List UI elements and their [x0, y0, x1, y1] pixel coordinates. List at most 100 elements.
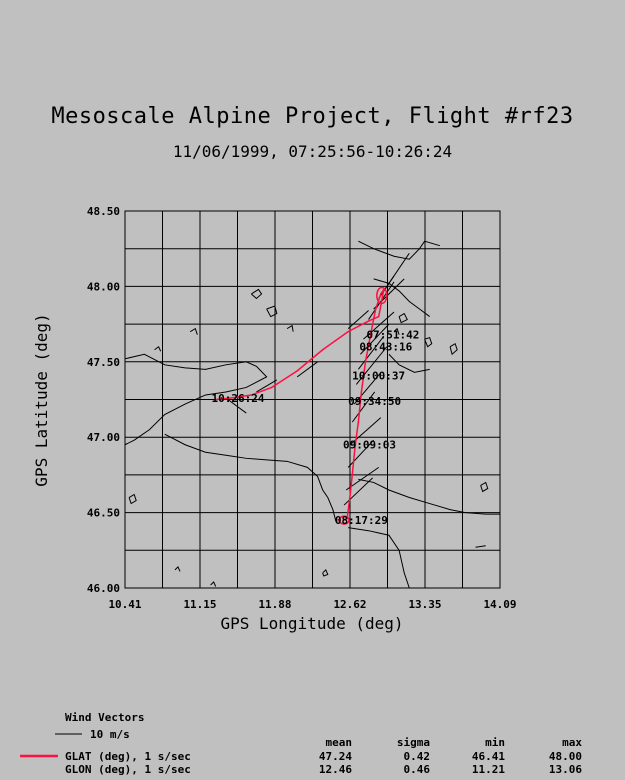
- x-tick-label: 11.15: [183, 598, 216, 611]
- track-point: [367, 320, 370, 322]
- legend-series-label: GLON (deg), 1 s/sec: [65, 763, 191, 776]
- wind-scale-label: 10 m/s: [90, 728, 130, 741]
- track-point: [357, 421, 360, 423]
- time-label: 10:00:37: [352, 369, 405, 382]
- track-layer: [214, 286, 388, 525]
- stats-value: 11.21: [472, 763, 505, 776]
- x-tick-label: 14.09: [483, 598, 516, 611]
- coastline-layer: [125, 240, 500, 588]
- time-label: 09:09:03: [343, 439, 396, 452]
- y-tick-label: 46.00: [87, 582, 120, 595]
- stats-table: mean sigma min max GLAT (deg), 1 s/sec 47.24 0…: [20, 736, 582, 776]
- time-label: 08:17:29: [335, 514, 388, 527]
- coastline: [358, 240, 441, 260]
- stats-header: mean: [326, 736, 353, 749]
- wind-vector: [225, 397, 247, 414]
- track-point: [369, 333, 372, 336]
- track-point: [377, 315, 380, 318]
- y-tick-label: 46.50: [87, 507, 120, 520]
- track-point: [360, 391, 363, 393]
- stats-value: 0.42: [404, 750, 431, 763]
- track-point: [374, 308, 377, 310]
- y-tick-label: 48.00: [87, 280, 120, 293]
- coastline: [189, 327, 198, 335]
- x-axis-label: GPS Longitude (deg): [220, 614, 403, 633]
- track-point: [349, 493, 352, 496]
- wind-vector: [351, 391, 376, 423]
- wind-vector-layer: [225, 252, 410, 506]
- track-point: [342, 519, 344, 521]
- coastline: [393, 327, 400, 335]
- wind-vector: [360, 323, 390, 355]
- coastline: [174, 566, 181, 572]
- coastline: [128, 493, 137, 505]
- legend-series-label: GLAT (deg), 1 s/sec: [65, 750, 191, 763]
- time-label: 10:26:24: [212, 392, 265, 405]
- track-point: [351, 474, 354, 476]
- turn-loop: [376, 286, 388, 305]
- stats-header: sigma: [397, 736, 430, 749]
- coastline: [475, 545, 486, 548]
- track-point: [364, 361, 367, 363]
- wind-legend-title: Wind Vectors: [65, 711, 144, 724]
- grid: [125, 211, 500, 588]
- coastline: [388, 353, 430, 373]
- coastline: [164, 433, 337, 522]
- x-tick-label: 13.35: [408, 598, 441, 611]
- track-point: [270, 386, 273, 389]
- coastline: [449, 342, 458, 356]
- track-point: [230, 397, 232, 399]
- wind-vector: [296, 361, 318, 378]
- wind-vector: [363, 311, 395, 340]
- track-point: [250, 394, 253, 396]
- y-axis-label: GPS Latitude (deg): [32, 313, 51, 486]
- plot-frame: [124, 210, 501, 589]
- wind-vector: [256, 379, 278, 393]
- track-point: [347, 330, 349, 333]
- track-point: [321, 348, 324, 351]
- wind-vector: [353, 373, 381, 405]
- x-tick-label: 12.62: [333, 598, 366, 611]
- time-label: 07:51:42: [366, 329, 419, 342]
- x-tick-label: 11.88: [258, 598, 291, 611]
- x-tick-label: 10.41: [108, 598, 141, 611]
- start-loop: [338, 515, 350, 525]
- coastline: [358, 478, 500, 515]
- stats-header: max: [562, 736, 582, 749]
- coastline: [322, 569, 329, 577]
- time-label: 08:43:16: [359, 341, 412, 354]
- stats-value: 13.06: [549, 763, 582, 776]
- stats-value: 12.46: [319, 763, 352, 776]
- tick-label-layer: 10.41 11.15 11.88 12.62 13.35 14.09 46.00 46.50…: [87, 205, 517, 611]
- stats-value: 46.41: [472, 750, 505, 763]
- wind-vector: [347, 439, 375, 468]
- coastline: [424, 337, 433, 348]
- stats-value: 48.00: [549, 750, 582, 763]
- stats-value: 0.46: [404, 763, 431, 776]
- coastline: [480, 481, 489, 493]
- track-point: [214, 398, 217, 401]
- y-tick-label: 47.00: [87, 431, 120, 444]
- track-point: [354, 443, 357, 446]
- track-point: [346, 517, 348, 520]
- coastline: [125, 353, 268, 446]
- chart-subtitle: 11/06/1999, 07:25:56-10:26:24: [172, 142, 453, 161]
- coastline: [348, 527, 410, 588]
- coastline: [286, 324, 294, 332]
- time-label: 09:34:50: [348, 395, 401, 408]
- y-tick-label: 47.50: [87, 356, 120, 369]
- stats-header: min: [485, 736, 505, 749]
- coastline: [154, 345, 162, 352]
- wind-vector: [347, 310, 369, 329]
- coastline: [210, 581, 217, 587]
- wind-vector: [357, 335, 385, 370]
- coastline: [398, 312, 408, 324]
- chart-title: Mesoscale Alpine Project, Flight #rf23: [51, 104, 574, 129]
- coastline: [266, 305, 278, 318]
- wind-vector: [355, 346, 388, 385]
- stats-value: 47.24: [319, 750, 352, 763]
- coastline: [251, 288, 263, 300]
- coastline: [373, 278, 430, 317]
